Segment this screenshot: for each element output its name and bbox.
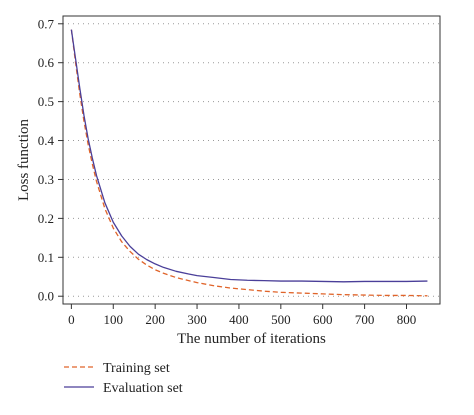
- x-tick-label: 600: [313, 312, 333, 327]
- x-axis-label: The number of iterations: [177, 331, 326, 347]
- series-line-evaluation-set: [70, 29, 428, 283]
- y-tick-label: 0.7: [38, 16, 55, 31]
- x-tick-label: 300: [187, 312, 207, 327]
- y-tick-label: 0.3: [38, 172, 54, 187]
- axis-ticks: 0.0 0.1 0.2 0.3 0.4 0.5 0.6 0.7 0 100 200 300 400 500…: [38, 16, 416, 327]
- y-tick-label: 0.6: [38, 55, 55, 70]
- legend-label-training-set: Training set: [103, 361, 170, 376]
- series-line-training-set: [70, 29, 428, 297]
- series-lines: [70, 29, 428, 297]
- y-axis-label: Loss function: [16, 118, 32, 201]
- x-tick-label: 0: [68, 312, 75, 327]
- legend: Training set Evaluation set: [64, 361, 183, 396]
- x-tick-label: 500: [271, 312, 291, 327]
- y-tick-label: 0.1: [38, 250, 54, 265]
- y-tick-label: 0.2: [38, 211, 54, 226]
- x-tick-label: 200: [145, 312, 165, 327]
- x-tick-label: 700: [355, 312, 375, 327]
- y-tick-label: 0.0: [38, 289, 54, 304]
- y-tick-label: 0.4: [38, 133, 55, 148]
- legend-label-evaluation-set: Evaluation set: [103, 381, 183, 396]
- gridlines: [63, 23, 440, 297]
- x-tick-label: 100: [104, 312, 124, 327]
- x-tick-label: 400: [229, 312, 249, 327]
- x-tick-label: 800: [397, 312, 417, 327]
- plot-frame: [62, 15, 441, 305]
- y-tick-label: 0.5: [38, 94, 54, 109]
